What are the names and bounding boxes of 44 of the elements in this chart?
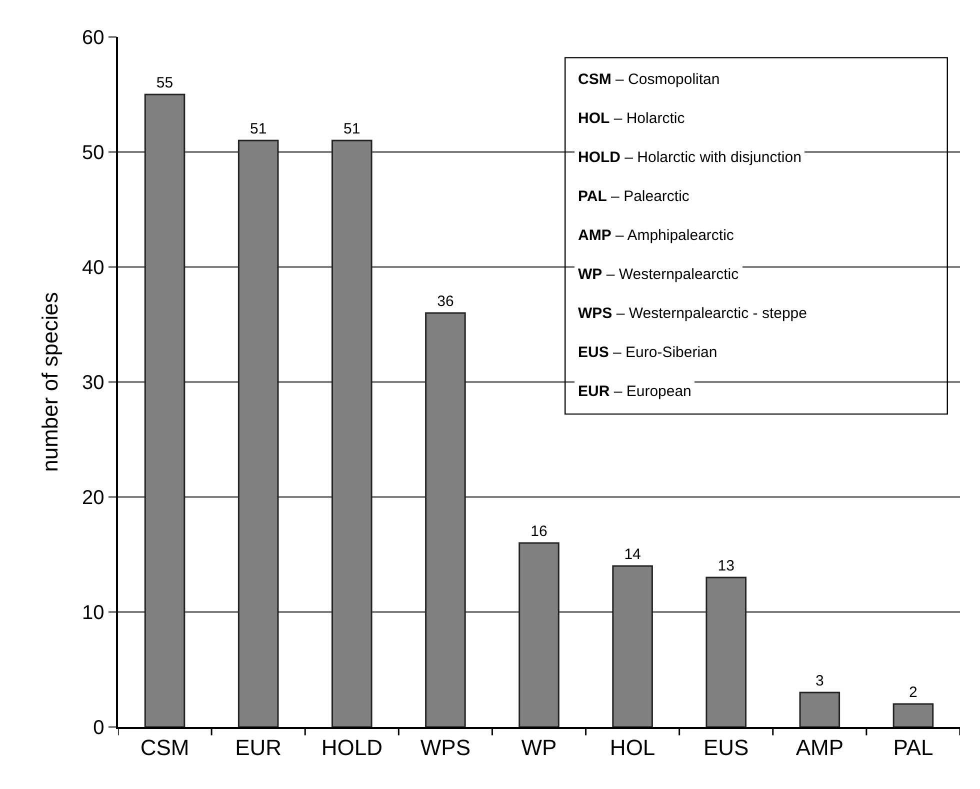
- y-tick-label: 20: [82, 487, 104, 509]
- x-tick-label: PAL: [893, 735, 934, 760]
- annotation: WP – Westernpalearctic: [578, 266, 740, 283]
- bar: [706, 576, 747, 727]
- data-label: 16: [530, 523, 548, 540]
- data-label: 51: [344, 120, 360, 138]
- y-axis-title: number of species: [37, 292, 62, 472]
- annotation: EUS – Euro-Siberian: [578, 344, 718, 361]
- bar: [238, 140, 279, 727]
- data-label: 3: [815, 672, 824, 690]
- bar: [331, 140, 372, 727]
- annotation: AMP – Amphipalearctic: [578, 227, 734, 244]
- bar: [144, 94, 186, 727]
- y-tick-label: 60: [82, 27, 104, 49]
- x-tick-label: WPS: [420, 735, 471, 760]
- x-tick-label: HOL: [610, 735, 656, 760]
- y-tick-label: 40: [82, 257, 104, 279]
- x-tick-label: CSM: [140, 735, 190, 760]
- bar: [612, 565, 653, 727]
- bar: [425, 312, 466, 727]
- annotation: CSM – Cosmopolitan: [578, 71, 720, 88]
- bar: [518, 542, 560, 727]
- data-label: 51: [250, 120, 267, 138]
- data-label: 14: [624, 546, 641, 563]
- x-tick-label: WP: [521, 735, 557, 760]
- y-tick-label: 0: [93, 717, 104, 739]
- data-label: 13: [718, 558, 734, 574]
- y-tick-label: 10: [82, 602, 104, 624]
- annotation: PAL – Palearctic: [578, 188, 690, 205]
- y-tick-label: 50: [82, 142, 104, 164]
- x-tick-label: EUS: [703, 735, 749, 760]
- data-label: 55: [156, 74, 174, 92]
- y-tick-label: 30: [82, 372, 104, 394]
- data-label: 36: [437, 293, 454, 310]
- annotation: HOLD – Holarctic with disjunction: [578, 149, 802, 166]
- x-tick-label: AMP: [796, 735, 844, 760]
- data-label: 2: [909, 684, 918, 701]
- annotation: EUR – European: [578, 383, 692, 400]
- bar: [799, 692, 840, 727]
- annotation: WPS – Westernpalearctic - steppe: [578, 305, 807, 322]
- x-tick-label: HOLD: [321, 735, 382, 760]
- bar: [892, 703, 934, 727]
- annotation: HOL – Holarctic: [578, 110, 686, 127]
- x-tick-label: EUR: [235, 735, 282, 760]
